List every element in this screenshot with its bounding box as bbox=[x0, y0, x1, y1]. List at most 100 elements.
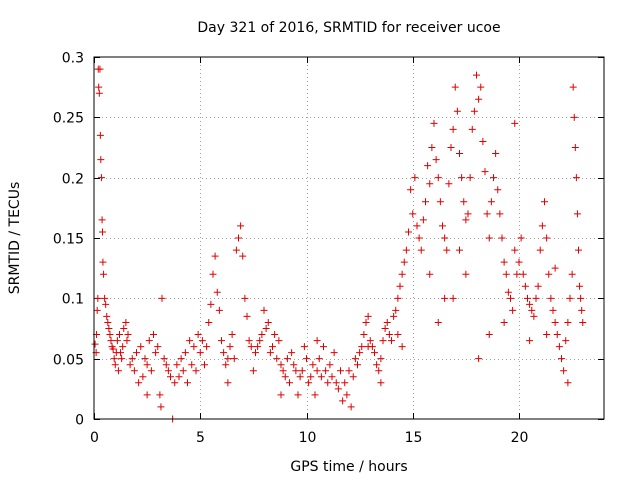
data-point bbox=[526, 337, 534, 345]
data-point bbox=[313, 337, 321, 345]
data-point bbox=[358, 343, 366, 351]
data-point bbox=[209, 270, 217, 278]
x-tick-label: 20 bbox=[511, 430, 529, 446]
point-layer bbox=[91, 65, 587, 423]
data-point bbox=[521, 282, 529, 290]
data-point bbox=[201, 361, 208, 369]
data-point bbox=[458, 174, 466, 182]
data-point bbox=[224, 379, 232, 387]
data-point bbox=[160, 355, 168, 363]
data-point bbox=[116, 331, 123, 339]
data-point bbox=[349, 373, 357, 381]
data-point bbox=[422, 198, 429, 206]
data-point bbox=[243, 312, 251, 320]
data-point bbox=[109, 345, 117, 353]
data-point bbox=[111, 361, 119, 369]
data-point bbox=[96, 65, 104, 73]
data-point bbox=[173, 361, 181, 369]
data-point bbox=[188, 361, 196, 369]
data-point bbox=[528, 306, 536, 314]
data-point bbox=[526, 300, 534, 308]
data-point bbox=[371, 349, 378, 357]
y-tick-label: 0.25 bbox=[53, 111, 84, 127]
y-tick-label: 0.15 bbox=[53, 232, 84, 248]
data-point bbox=[262, 325, 270, 332]
data-point bbox=[432, 156, 440, 164]
data-point bbox=[424, 162, 432, 170]
data-point bbox=[139, 373, 147, 381]
data-point bbox=[218, 337, 225, 345]
data-point bbox=[379, 337, 387, 345]
data-point bbox=[328, 373, 336, 381]
data-point bbox=[547, 294, 555, 302]
data-point bbox=[198, 337, 206, 345]
data-point bbox=[157, 403, 165, 411]
data-point bbox=[551, 264, 559, 272]
data-point bbox=[511, 246, 519, 254]
data-point bbox=[224, 355, 232, 363]
data-point bbox=[477, 83, 485, 91]
data-point bbox=[275, 337, 283, 345]
data-point bbox=[453, 107, 461, 115]
data-point bbox=[205, 318, 213, 326]
data-point bbox=[434, 318, 442, 326]
data-point bbox=[400, 258, 408, 266]
x-tick-label: 0 bbox=[90, 430, 99, 446]
data-point bbox=[551, 318, 559, 326]
data-point bbox=[417, 246, 425, 254]
data-point bbox=[447, 144, 455, 151]
data-point bbox=[122, 318, 130, 326]
data-point bbox=[190, 343, 198, 351]
data-point bbox=[283, 355, 291, 363]
data-point bbox=[103, 312, 111, 320]
data-point bbox=[354, 361, 361, 369]
data-point bbox=[500, 258, 508, 266]
data-point bbox=[475, 95, 483, 103]
data-point bbox=[426, 270, 434, 278]
data-point bbox=[524, 294, 531, 302]
data-point bbox=[147, 367, 155, 375]
data-point bbox=[577, 294, 585, 302]
x-axis-label: GPS time / hours bbox=[290, 459, 407, 475]
data-point bbox=[124, 331, 132, 339]
data-point bbox=[419, 216, 427, 224]
data-point bbox=[545, 270, 553, 278]
data-point bbox=[252, 349, 259, 357]
data-point bbox=[575, 246, 582, 254]
data-point bbox=[504, 288, 512, 296]
data-point bbox=[360, 331, 368, 339]
data-point bbox=[381, 325, 389, 332]
y-tick-label: 0.2 bbox=[62, 172, 84, 188]
y-tick-label: 0.05 bbox=[53, 353, 84, 369]
data-point bbox=[226, 343, 234, 351]
data-point bbox=[311, 391, 319, 399]
data-point bbox=[320, 343, 327, 351]
data-point bbox=[128, 355, 136, 363]
data-point bbox=[156, 391, 164, 399]
data-point bbox=[296, 373, 304, 381]
data-point bbox=[249, 367, 257, 375]
data-point bbox=[99, 258, 107, 266]
data-point bbox=[558, 355, 565, 363]
data-point bbox=[254, 343, 262, 351]
x-tick-label: 10 bbox=[299, 430, 317, 446]
data-point bbox=[564, 379, 572, 387]
data-point bbox=[468, 125, 476, 133]
data-point bbox=[366, 337, 374, 345]
data-point bbox=[322, 367, 330, 375]
data-point bbox=[96, 131, 104, 139]
data-point bbox=[106, 331, 114, 339]
data-point bbox=[434, 174, 442, 182]
data-point bbox=[101, 294, 109, 302]
data-point bbox=[324, 379, 332, 387]
data-point bbox=[300, 343, 308, 351]
data-point bbox=[481, 168, 489, 176]
data-point bbox=[133, 349, 140, 357]
chart-title: Day 321 of 2016, SRMTID for receiver uco… bbox=[197, 20, 500, 36]
data-point bbox=[462, 216, 470, 224]
grid-layer bbox=[94, 57, 604, 419]
data-point bbox=[260, 306, 268, 314]
data-point bbox=[203, 343, 211, 351]
data-point bbox=[517, 234, 525, 242]
data-point bbox=[130, 367, 138, 375]
